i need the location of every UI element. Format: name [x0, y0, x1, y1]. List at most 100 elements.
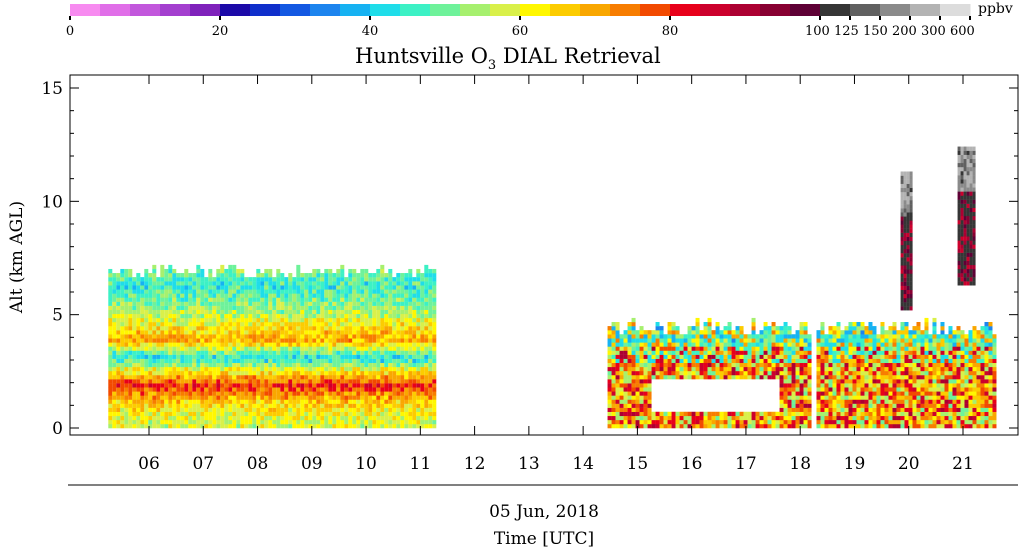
data-cell	[635, 338, 640, 343]
data-cell	[220, 399, 225, 404]
data-cell	[731, 375, 736, 380]
data-cell	[727, 350, 732, 355]
data-cell	[328, 407, 333, 412]
data-cell	[904, 342, 909, 347]
data-cell	[840, 424, 845, 429]
data-cell	[192, 277, 197, 282]
data-cell	[400, 289, 405, 294]
data-cell	[639, 354, 644, 359]
data-cell	[180, 391, 185, 396]
data-cell	[356, 362, 361, 368]
data-cell	[328, 354, 333, 359]
data-cell	[771, 411, 776, 417]
data-cell	[368, 370, 373, 376]
data-cell	[392, 399, 397, 404]
data-cell	[192, 419, 197, 425]
data-cell	[416, 419, 421, 425]
data-cell	[336, 358, 341, 364]
data-cell	[424, 313, 429, 319]
data-cell	[288, 415, 293, 421]
data-cell	[787, 370, 792, 376]
data-cell	[340, 411, 345, 417]
data-cell	[663, 338, 668, 343]
data-cell	[216, 305, 221, 310]
data-cell	[144, 309, 149, 315]
data-cell	[268, 346, 273, 351]
data-cell	[216, 395, 221, 400]
data-cell	[392, 391, 397, 396]
data-cell	[412, 407, 417, 412]
data-cell	[376, 358, 381, 364]
data-cell	[196, 362, 201, 368]
data-cell	[719, 419, 724, 425]
data-cell	[308, 407, 313, 412]
data-cell	[671, 350, 676, 355]
data-cell	[256, 281, 261, 286]
data-cell	[156, 334, 161, 339]
data-cell	[120, 395, 125, 400]
data-cell	[116, 277, 121, 282]
data-cell	[416, 379, 421, 384]
data-cell	[164, 403, 169, 408]
data-cell	[852, 342, 857, 347]
data-cell	[404, 289, 409, 294]
data-cell	[860, 322, 865, 327]
data-cell	[787, 403, 792, 408]
data-cell	[779, 411, 784, 417]
data-cell	[324, 281, 329, 286]
data-cell	[300, 387, 305, 392]
data-cell	[807, 338, 812, 343]
data-cell	[116, 411, 121, 417]
data-cell	[372, 273, 377, 278]
data-cell	[132, 313, 137, 319]
data-cell	[328, 338, 333, 343]
data-cell	[148, 322, 153, 327]
data-cell	[372, 419, 377, 425]
data-cell	[140, 354, 145, 359]
data-cell	[727, 415, 732, 421]
data-cell	[288, 366, 293, 372]
data-cell	[679, 354, 684, 359]
data-cell	[743, 334, 748, 339]
data-cell	[256, 334, 261, 339]
data-cell	[836, 403, 841, 408]
data-cell	[288, 313, 293, 319]
data-cell	[416, 375, 421, 380]
data-cell	[276, 403, 281, 408]
data-cell	[320, 411, 325, 417]
data-cell	[232, 309, 237, 315]
data-cell	[820, 334, 825, 339]
data-cell	[168, 334, 173, 339]
data-cell	[727, 419, 732, 425]
data-cell	[408, 342, 413, 347]
data-cell	[807, 342, 812, 347]
data-cell	[384, 281, 389, 286]
data-cell	[176, 330, 181, 335]
data-cell	[224, 403, 229, 408]
data-cell	[136, 301, 141, 306]
data-cell	[252, 281, 257, 286]
data-cell	[892, 358, 897, 364]
data-cell	[836, 411, 841, 417]
data-cell	[232, 301, 237, 306]
data-cell	[892, 424, 897, 429]
data-cell	[376, 419, 381, 425]
data-cell	[916, 379, 921, 384]
data-cell	[671, 330, 676, 335]
data-cell	[695, 415, 700, 421]
data-cell	[116, 346, 121, 351]
data-cell	[292, 326, 297, 331]
data-cell	[296, 407, 301, 412]
data-cell	[128, 322, 133, 327]
data-cell	[208, 277, 213, 282]
data-cell	[928, 334, 933, 339]
data-cell	[611, 358, 616, 364]
data-cell	[675, 338, 680, 343]
data-cell	[304, 383, 309, 388]
data-cell	[148, 334, 153, 339]
data-cell	[759, 330, 764, 335]
data-cell	[164, 326, 169, 331]
data-cell	[312, 415, 317, 421]
data-cell	[384, 273, 389, 278]
data-cell	[224, 375, 229, 380]
